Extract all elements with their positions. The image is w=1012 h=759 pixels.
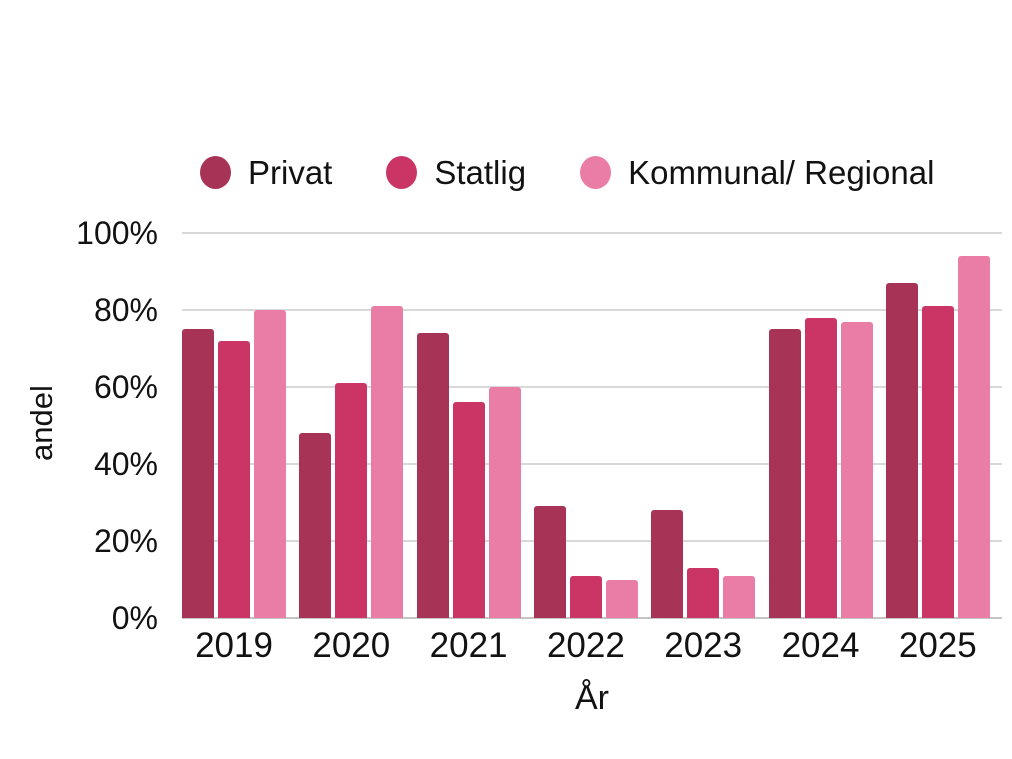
bar bbox=[452, 402, 485, 618]
bar bbox=[768, 329, 801, 618]
bar bbox=[605, 579, 638, 618]
gridline bbox=[182, 232, 1002, 234]
legend-item: Statlig bbox=[386, 153, 527, 191]
gridline bbox=[182, 540, 1002, 542]
legend-item: Privat bbox=[200, 153, 333, 191]
bar bbox=[840, 321, 873, 618]
bar bbox=[254, 310, 286, 618]
gridline bbox=[182, 309, 1002, 311]
bar bbox=[804, 317, 837, 618]
x-axis-tick-label: 2022 bbox=[546, 626, 625, 665]
bar-group bbox=[299, 306, 404, 618]
x-axis-tick-label: 2019 bbox=[195, 626, 273, 665]
x-axis-tick-label: 2020 bbox=[312, 626, 391, 665]
bar bbox=[299, 433, 332, 618]
x-axis-title: År bbox=[575, 679, 609, 717]
plot-area bbox=[182, 232, 1002, 619]
x-axis-tick-label: 2024 bbox=[781, 626, 860, 665]
bar bbox=[569, 575, 602, 618]
bar bbox=[416, 333, 449, 618]
gridline bbox=[182, 617, 1002, 619]
bar bbox=[651, 510, 684, 618]
legend-label: Statlig bbox=[434, 153, 527, 191]
bar-group bbox=[768, 317, 873, 618]
x-axis-tick-label: 2021 bbox=[429, 626, 508, 665]
y-axis-tick-label: 80% bbox=[93, 292, 158, 328]
y-axis-tick-label: 60% bbox=[93, 369, 158, 405]
legend-color-dot-icon bbox=[580, 155, 612, 189]
x-axis-tick-label: 2023 bbox=[664, 626, 743, 665]
bar bbox=[885, 283, 918, 618]
bar bbox=[218, 340, 250, 618]
legend-label: Kommunal/ Regional bbox=[628, 153, 935, 191]
y-axis-tick-label: 0% bbox=[111, 600, 158, 636]
y-axis-tick-label: 20% bbox=[93, 523, 158, 559]
bar bbox=[921, 306, 954, 618]
bar-group bbox=[182, 310, 286, 618]
bar bbox=[957, 256, 990, 618]
bar bbox=[687, 567, 720, 618]
x-axis-tick-label: 2025 bbox=[898, 626, 977, 665]
bar bbox=[371, 306, 404, 618]
legend-label: Privat bbox=[248, 153, 333, 191]
bar bbox=[533, 506, 566, 618]
gridline bbox=[182, 463, 1002, 465]
y-axis-tick-label: 40% bbox=[93, 446, 158, 482]
bar-group bbox=[885, 256, 990, 618]
bar bbox=[335, 383, 368, 618]
chart-legend: Privat Statlig Kommunal/ Regional bbox=[200, 148, 934, 196]
y-axis-tick-label: 100% bbox=[76, 215, 158, 251]
bar-group bbox=[533, 506, 638, 618]
bar bbox=[488, 387, 521, 618]
legend-item: Kommunal/ Regional bbox=[580, 153, 935, 191]
bar-group bbox=[651, 510, 756, 618]
legend-color-dot-icon bbox=[200, 155, 231, 189]
bar-group bbox=[416, 333, 521, 618]
bar bbox=[723, 575, 756, 618]
gridline bbox=[182, 386, 1002, 388]
bar bbox=[182, 329, 214, 618]
legend-color-dot-icon bbox=[386, 155, 418, 189]
